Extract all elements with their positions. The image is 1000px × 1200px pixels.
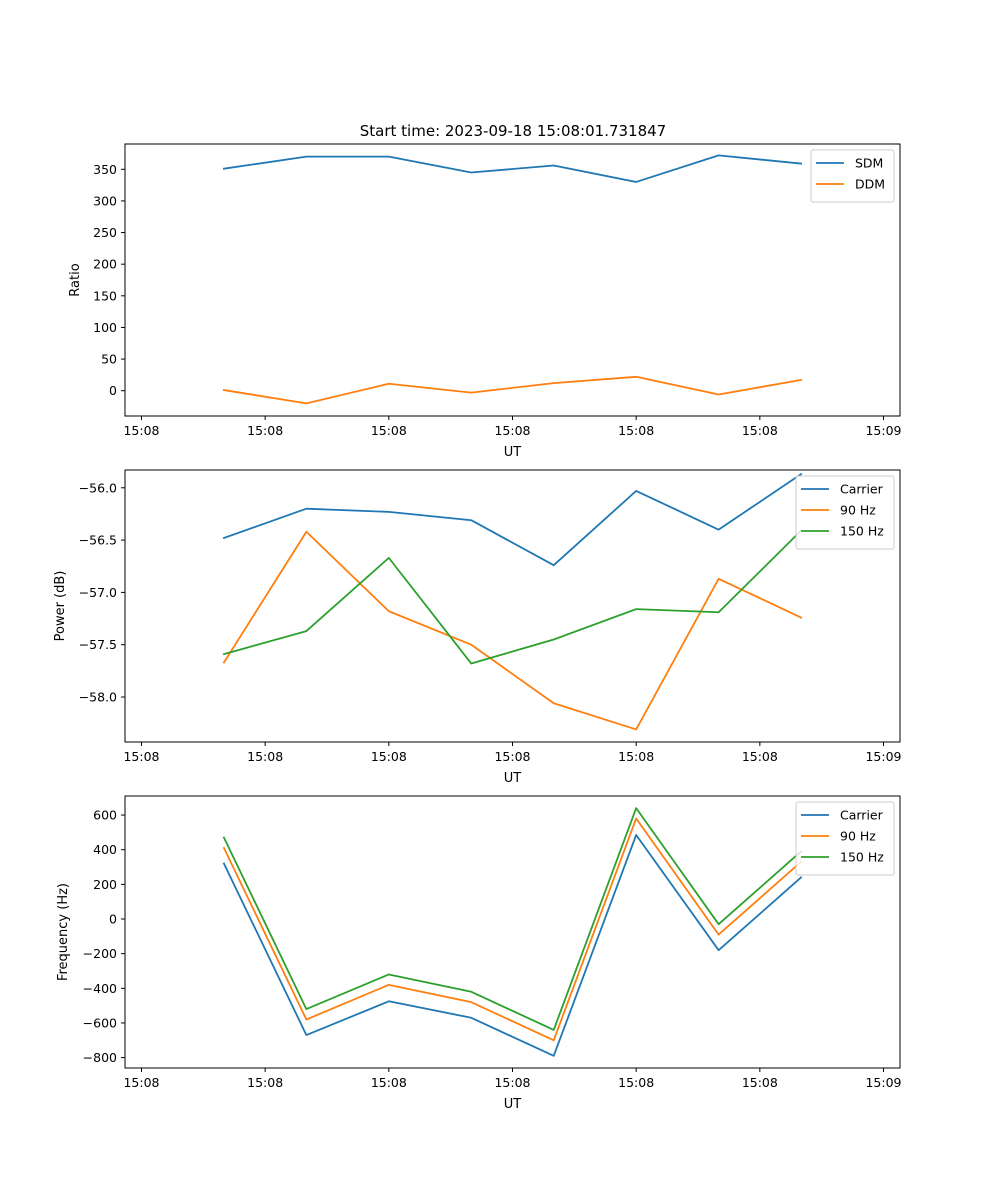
y-tick-label: −600 [83,1015,117,1030]
x-tick-label: 15:08 [494,1075,530,1090]
legend-label: 150 Hz [840,850,884,865]
legend: SDM DDM [810,149,895,203]
y-tick-label: −57.0 [79,585,117,600]
x-tick-label: 15:09 [865,423,901,438]
y-tick-label: −800 [83,1050,117,1065]
x-axis-label: UT [504,771,522,786]
x-tick-label: 15:08 [494,749,530,764]
x-tick-label: 15:08 [494,423,530,438]
y-tick-label: 400 [93,842,117,857]
x-tick-label: 15:08 [742,749,778,764]
series-line-sdm [222,154,803,183]
y-tick-label: −200 [83,946,117,961]
x-tick-label: 15:08 [123,1075,159,1090]
legend: Carrier 90 Hz 150 Hz [795,801,895,876]
y-tick-label: 600 [93,808,117,823]
legend-label: Carrier [840,482,884,497]
legend-label: 90 Hz [840,503,876,518]
series-line-carrier [222,834,803,1057]
x-tick-label: 15:09 [865,1075,901,1090]
y-tick-label: −57.5 [79,637,117,652]
y-tick-label: 250 [93,225,117,240]
figure-title: Start time: 2023-09-18 15:08:01.731847 [360,122,666,140]
legend-label: 150 Hz [840,524,884,539]
y-tick-label: −56.0 [79,480,117,495]
y-tick-label: 300 [93,193,117,208]
y-tick-label: −56.5 [79,533,117,548]
x-tick-label: 15:08 [742,423,778,438]
series-line-ddm [222,375,803,405]
x-tick-label: 15:08 [123,749,159,764]
chart-panel-1: 15:08 15:08 15:08 15:08 15:08 15:08 15:09 0 50 10… [68,143,902,460]
x-tick-label: 15:08 [247,423,283,438]
series-line-150-hz [222,529,803,665]
chart-panel-2: 15:08 15:08 15:08 15:08 15:08 15:08 15:09 −58.0… [53,469,902,786]
series-line-carrier [222,472,803,567]
panels: 15:08 15:08 15:08 15:08 15:08 15:08 15:09 0 50 10… [53,143,902,1112]
x-tick-label: 15:08 [371,423,407,438]
chart-panel-3: 15:08 15:08 15:08 15:08 15:08 15:08 15:09 −800 −… [56,795,902,1112]
legend: Carrier 90 Hz 150 Hz [795,475,895,550]
x-tick-label: 15:08 [247,749,283,764]
x-tick-label: 15:08 [618,749,654,764]
y-tick-label: 50 [101,352,117,367]
x-axis-label: UT [504,445,522,460]
x-tick-label: 15:08 [371,1075,407,1090]
y-tick-label: −58.0 [79,690,117,705]
y-tick-label: 100 [93,320,117,335]
x-tick-label: 15:08 [371,749,407,764]
y-tick-label: −400 [83,981,117,996]
y-tick-label: 350 [93,162,117,177]
legend-label: DDM [855,177,885,192]
legend-label: Carrier [840,808,884,823]
series-line-90-hz [222,817,803,1042]
series-line-90-hz [222,530,803,731]
legend-label: 90 Hz [840,829,876,844]
y-tick-label: 200 [93,257,117,272]
y-tick-label: 200 [93,877,117,892]
y-axis-label: Ratio [68,263,83,296]
x-tick-label: 15:08 [247,1075,283,1090]
x-axis-label: UT [504,1097,522,1112]
series-line-150-hz [222,807,803,1031]
y-tick-label: 0 [109,912,117,927]
legend-label: SDM [855,156,883,171]
x-tick-label: 15:08 [618,423,654,438]
y-tick-label: 0 [109,383,117,398]
x-tick-label: 15:08 [618,1075,654,1090]
x-tick-label: 15:08 [123,423,159,438]
x-tick-label: 15:08 [742,1075,778,1090]
y-axis-label: Power (dB) [53,571,68,642]
x-tick-label: 15:09 [865,749,901,764]
y-tick-label: 150 [93,288,117,303]
y-axis-label: Frequency (Hz) [56,883,71,981]
